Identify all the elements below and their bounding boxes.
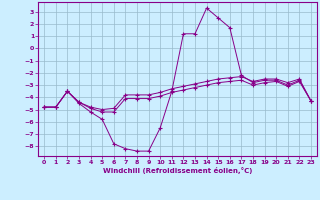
X-axis label: Windchill (Refroidissement éolien,°C): Windchill (Refroidissement éolien,°C) [103,167,252,174]
